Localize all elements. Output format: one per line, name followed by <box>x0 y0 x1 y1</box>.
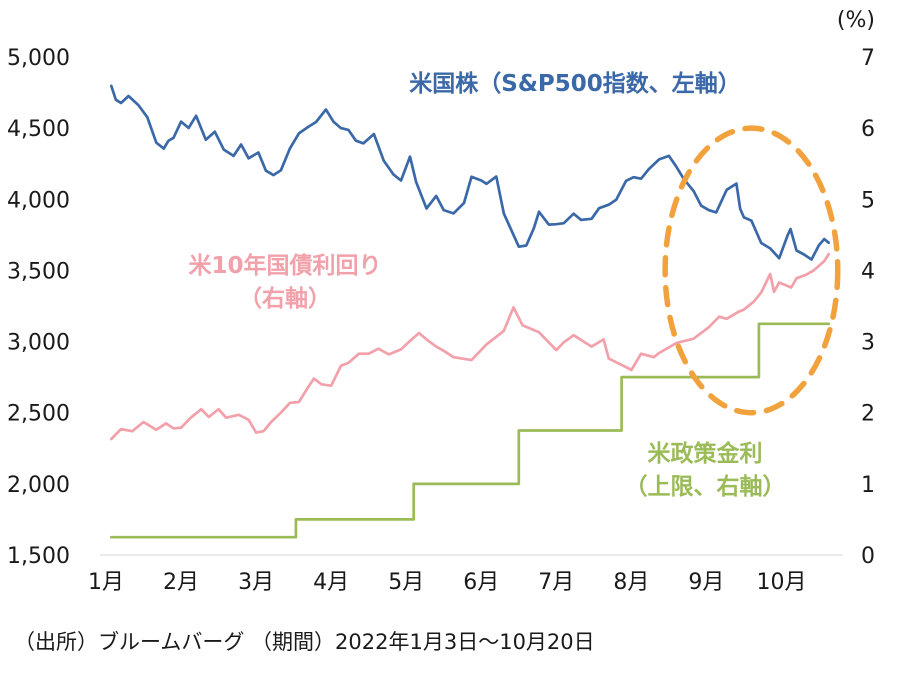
right-axis-tick: 6 <box>861 117 875 142</box>
x-axis-tick: 6月 <box>463 570 499 595</box>
yield-series-label: 米10年国債利回り （右軸） <box>135 250 435 317</box>
left-axis-tick: 5,000 <box>7 46 70 71</box>
x-axis-tick: 2月 <box>163 570 199 595</box>
right-axis-tick: 4 <box>861 259 875 284</box>
highlight-ellipse <box>662 125 841 416</box>
series-line-ust10y <box>109 252 831 441</box>
x-axis-tick: 1月 <box>88 570 124 595</box>
plot-svg: 5,000 4,500 4,000 3,500 3,000 2,500 2,000 1,500… <box>7 46 875 595</box>
left-axis-tick: 2,500 <box>7 402 70 427</box>
right-axis-tick: 7 <box>861 46 875 71</box>
yield-series-label-line2: （右軸） <box>239 286 331 313</box>
right-axis-tick: 1 <box>861 473 875 498</box>
right-axis-tick: 3 <box>861 331 875 356</box>
x-axis-tick: 10月 <box>756 570 806 595</box>
left-axis-tick: 4,500 <box>7 117 70 142</box>
right-axis-tick: 5 <box>861 188 875 213</box>
series-line-policy <box>109 322 831 539</box>
left-axis-tick: 4,000 <box>7 188 70 213</box>
x-axis-tick: 5月 <box>388 570 424 595</box>
policy-series-label: 米政策金利 （上限、右軸） <box>575 438 835 505</box>
x-axis-tick: 3月 <box>238 570 274 595</box>
x-axis-tick: 4月 <box>313 570 349 595</box>
left-axis-tick: 1,500 <box>7 544 70 569</box>
x-axis-tick: 8月 <box>613 570 649 595</box>
x-axis-tick: 7月 <box>538 570 574 595</box>
x-axis-tick: 9月 <box>688 570 724 595</box>
sp500-series-label: 米国株（S&P500指数、左軸） <box>350 68 800 101</box>
left-axis-tick: 2,000 <box>7 473 70 498</box>
left-axis-tick: 3,000 <box>7 331 70 356</box>
left-axis-tick: 3,500 <box>7 259 70 284</box>
policy-series-label-line2: （上限、右軸） <box>624 474 786 501</box>
sp500-series-label-text: 米国株（S&P500指数、左軸） <box>409 71 741 97</box>
yield-series-label-line1: 米10年国債利回り <box>188 253 382 279</box>
source-note: （出所）ブルームバーグ （期間）2022年1月3日～10月20日 <box>14 630 595 654</box>
right-axis-tick: 2 <box>861 402 875 427</box>
series-line-sp500 <box>109 84 831 261</box>
right-axis-tick: 0 <box>861 544 875 569</box>
policy-series-label-line1: 米政策金利 <box>647 441 763 467</box>
right-axis-unit-label: (%) <box>836 8 875 33</box>
